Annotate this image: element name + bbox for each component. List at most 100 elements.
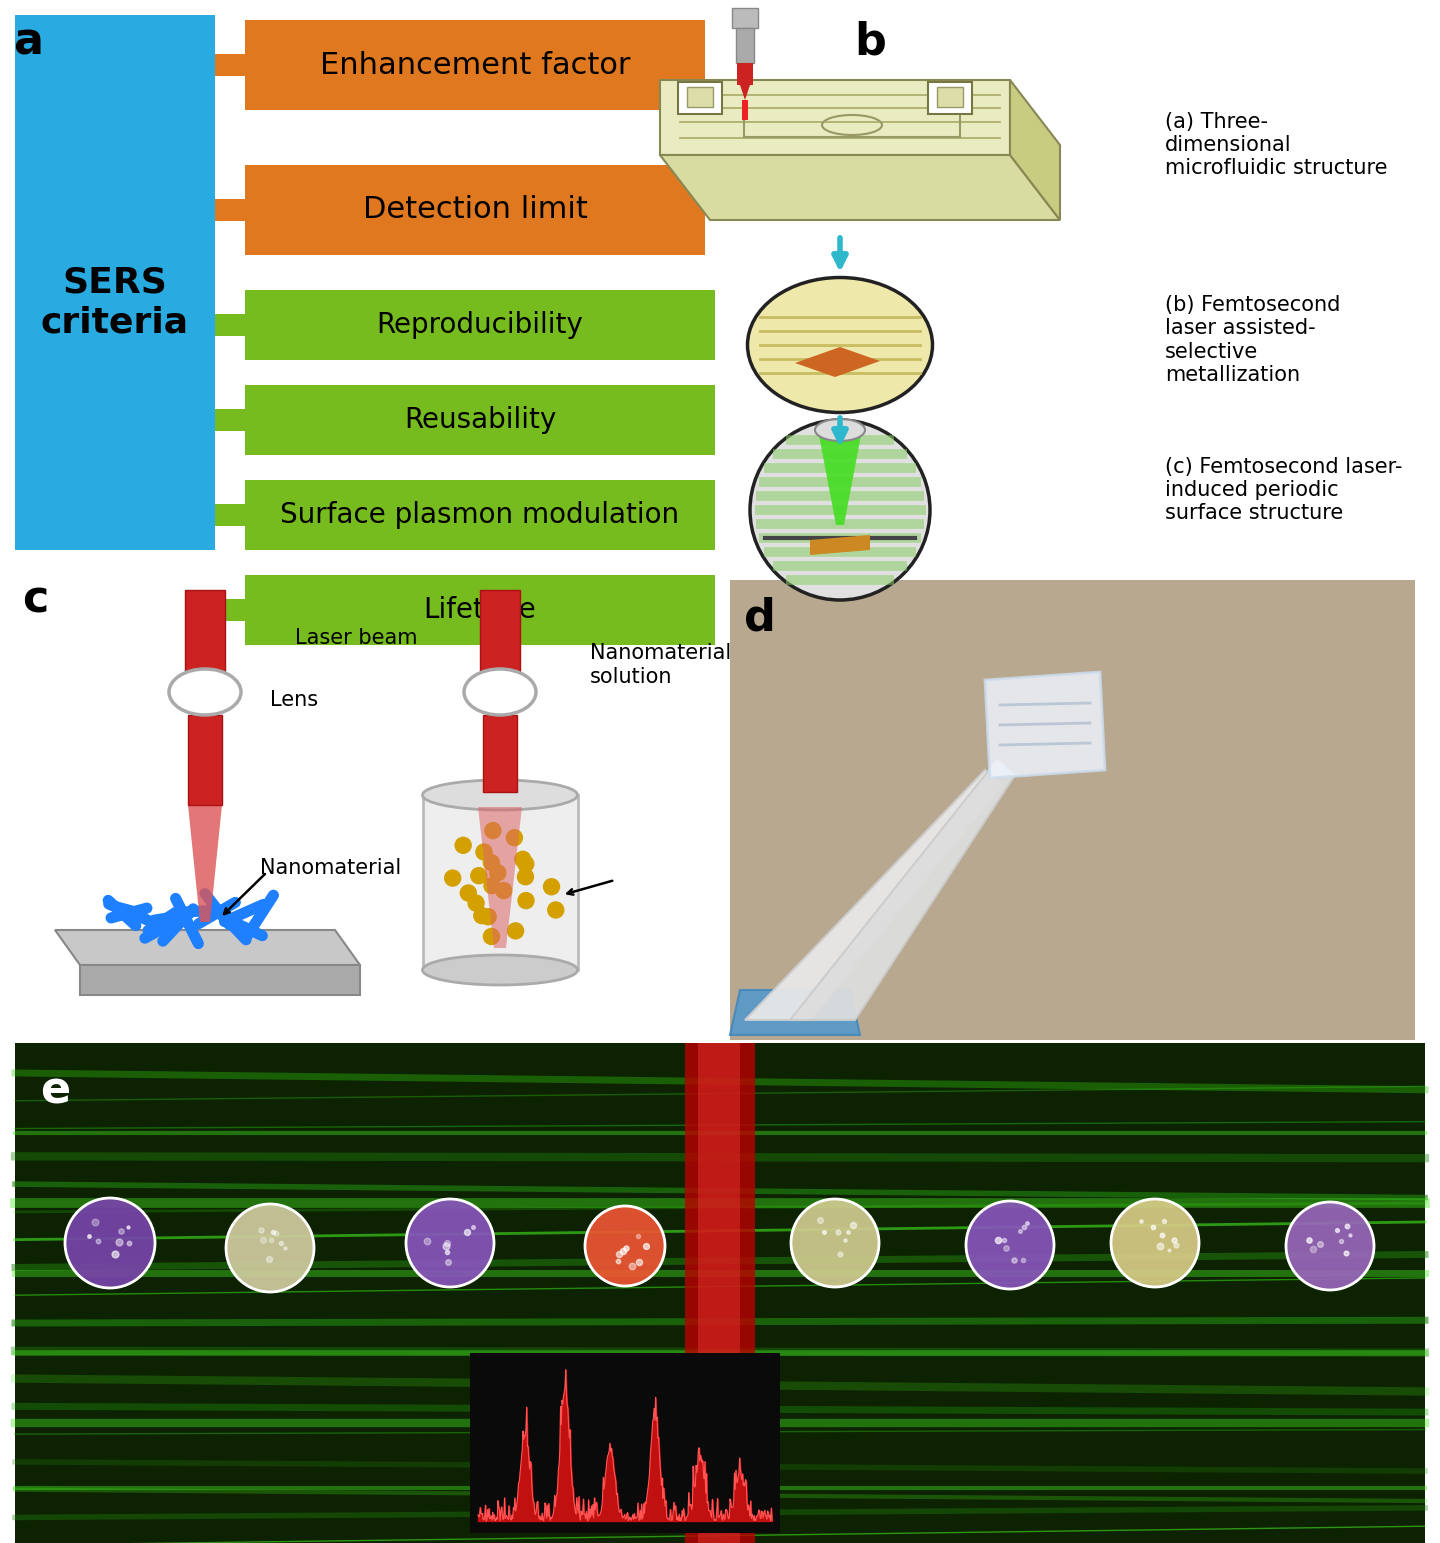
Polygon shape (478, 807, 521, 947)
Circle shape (445, 870, 461, 886)
Polygon shape (740, 85, 750, 100)
Text: Nanomaterial: Nanomaterial (261, 858, 402, 878)
Polygon shape (1009, 80, 1060, 221)
Circle shape (474, 907, 490, 924)
Polygon shape (818, 430, 863, 525)
Circle shape (477, 844, 492, 859)
Bar (245, 20, 706, 110)
Circle shape (514, 852, 531, 867)
Text: Lifetime: Lifetime (423, 596, 536, 623)
Bar (685, 1043, 755, 1543)
Circle shape (484, 878, 500, 893)
Bar (480, 589, 520, 680)
Circle shape (406, 1199, 494, 1287)
Circle shape (485, 822, 501, 838)
Text: Reproducibility: Reproducibility (377, 312, 583, 339)
Circle shape (471, 867, 487, 884)
Circle shape (226, 1204, 314, 1291)
Text: Nanomaterial
solution: Nanomaterial solution (590, 643, 732, 687)
Circle shape (495, 883, 511, 898)
Text: d: d (744, 597, 776, 639)
Bar (215, 505, 245, 526)
Text: (c) Femtosecond laser-
induced periodic
surface structure: (c) Femtosecond laser- induced periodic … (1165, 457, 1403, 523)
Bar (215, 313, 245, 336)
Text: e: e (40, 1069, 71, 1113)
Polygon shape (809, 535, 870, 555)
Polygon shape (795, 347, 880, 376)
Circle shape (468, 895, 484, 910)
Text: Surface plasmon modulation: Surface plasmon modulation (281, 501, 680, 529)
Bar (482, 714, 517, 792)
Bar (215, 599, 245, 620)
Bar (14, 1043, 1426, 1543)
Circle shape (507, 923, 524, 938)
Circle shape (750, 420, 930, 600)
Ellipse shape (815, 420, 865, 441)
Text: b: b (854, 20, 886, 63)
Circle shape (1286, 1202, 1374, 1290)
Bar (245, 576, 716, 645)
Text: Laser beam: Laser beam (295, 628, 418, 648)
Polygon shape (744, 770, 1004, 1020)
Bar (742, 100, 747, 120)
Circle shape (484, 855, 500, 870)
Bar (215, 54, 245, 76)
Circle shape (517, 869, 533, 884)
Ellipse shape (464, 670, 536, 714)
Bar (678, 82, 721, 114)
Circle shape (461, 886, 477, 901)
Bar (189, 714, 222, 805)
Circle shape (585, 1207, 665, 1285)
Circle shape (547, 903, 564, 918)
Polygon shape (985, 673, 1104, 778)
Text: Enhancement factor: Enhancement factor (320, 51, 631, 80)
Polygon shape (730, 991, 860, 1035)
Bar (245, 165, 706, 255)
Bar (215, 409, 245, 430)
Text: c: c (22, 579, 48, 622)
Text: Lens: Lens (271, 690, 318, 710)
Bar (245, 386, 716, 455)
Bar (245, 480, 716, 549)
Bar (469, 1353, 780, 1534)
Bar (14, 15, 215, 549)
Bar (736, 28, 755, 63)
Polygon shape (791, 761, 1015, 1020)
Bar (937, 86, 963, 106)
Text: Reusability: Reusability (403, 406, 556, 434)
Text: a: a (13, 20, 43, 63)
Bar (730, 580, 1416, 1040)
Circle shape (490, 864, 505, 881)
Bar (732, 8, 757, 28)
Bar (184, 589, 225, 680)
Circle shape (966, 1200, 1054, 1288)
Text: Detection limit: Detection limit (363, 196, 588, 224)
Bar (423, 795, 577, 971)
Circle shape (480, 909, 497, 924)
Bar (245, 290, 716, 360)
Circle shape (484, 929, 500, 944)
Polygon shape (660, 154, 1060, 221)
Bar (687, 86, 713, 106)
Text: SERS
criteria: SERS criteria (40, 265, 189, 339)
Polygon shape (81, 964, 360, 995)
Bar (737, 63, 753, 85)
Text: (b) Femtosecond
laser assisted-
selective
metallization: (b) Femtosecond laser assisted- selectiv… (1165, 295, 1341, 384)
Ellipse shape (168, 670, 240, 714)
Polygon shape (660, 80, 1009, 154)
Circle shape (543, 878, 560, 895)
Ellipse shape (747, 278, 933, 412)
Ellipse shape (422, 781, 577, 810)
Text: (a) Three-
dimensional
microfluidic structure: (a) Three- dimensional microfluidic stru… (1165, 111, 1388, 177)
Circle shape (507, 830, 523, 846)
Bar (927, 82, 972, 114)
Bar (215, 199, 245, 221)
Bar (698, 1043, 740, 1543)
Circle shape (1112, 1199, 1200, 1287)
Circle shape (455, 838, 471, 853)
Polygon shape (189, 805, 222, 923)
Polygon shape (55, 930, 360, 964)
Ellipse shape (422, 955, 577, 984)
Circle shape (791, 1199, 878, 1287)
Circle shape (65, 1197, 156, 1288)
